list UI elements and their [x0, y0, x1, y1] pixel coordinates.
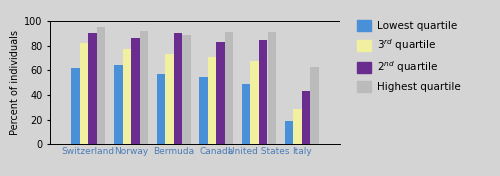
Bar — [310, 67, 318, 144]
Bar — [216, 42, 225, 144]
Bar — [140, 31, 148, 144]
Bar — [259, 40, 268, 144]
Bar — [225, 32, 234, 144]
Bar — [88, 33, 97, 144]
Bar — [156, 74, 165, 144]
Bar — [208, 57, 216, 144]
Bar — [165, 54, 173, 144]
Bar — [131, 38, 140, 144]
Bar — [182, 35, 190, 144]
Bar — [200, 77, 208, 144]
Bar — [122, 49, 131, 144]
Bar — [242, 84, 250, 144]
Legend: Lowest quartile, 3$^{rd}$ quartile, 2$^{nd}$ quartile, Highest quartile: Lowest quartile, 3$^{rd}$ quartile, 2$^{… — [357, 20, 461, 92]
Bar — [80, 43, 88, 144]
Bar — [250, 61, 259, 144]
Y-axis label: Percent of individuals: Percent of individuals — [10, 30, 20, 135]
Bar — [268, 32, 276, 144]
Bar — [302, 91, 310, 144]
Bar — [114, 65, 122, 144]
Bar — [284, 121, 293, 144]
Bar — [97, 27, 106, 144]
Bar — [174, 33, 182, 144]
Bar — [293, 109, 302, 144]
Bar — [72, 68, 80, 144]
